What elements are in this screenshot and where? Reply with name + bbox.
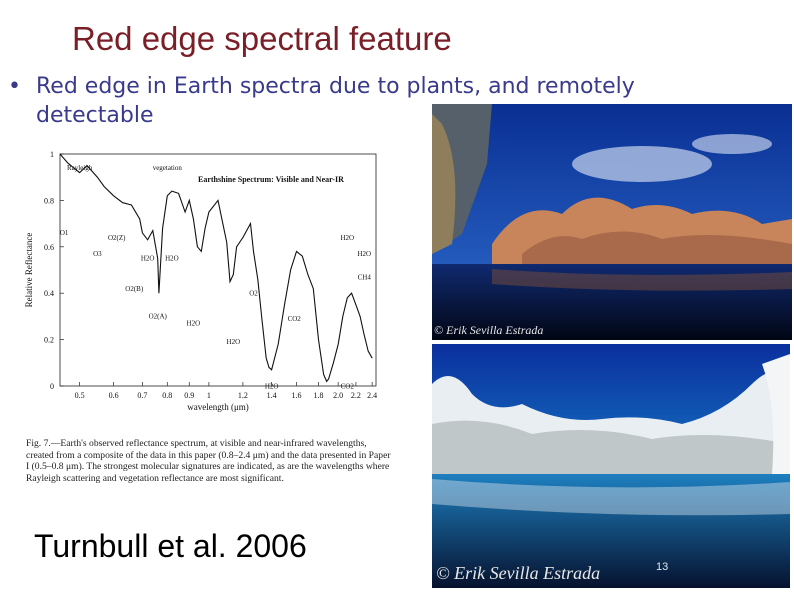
photo-watermark: © Erik Sevilla Estrada	[436, 563, 601, 583]
bullet-marker: •	[8, 74, 21, 99]
x-tick-label: 0.8	[162, 391, 172, 400]
molecular-label: H2O	[141, 255, 155, 263]
molecular-label: H2O	[357, 250, 371, 258]
y-tick-label: 0.6	[44, 243, 54, 252]
x-tick-label: 1.2	[238, 391, 248, 400]
molecular-label: CO2	[341, 382, 355, 390]
x-tick-label: 1.4	[267, 391, 277, 400]
infrared-photo-bottom: © Erik Sevilla Estrada	[432, 344, 790, 588]
x-tick-label: 0.5	[75, 391, 85, 400]
plot-frame	[59, 153, 377, 387]
y-tick-label: 0.8	[44, 196, 54, 205]
bullet-point: • Red edge in Earth spectra due to plant…	[8, 72, 648, 130]
molecular-label: O2(B)	[125, 285, 144, 293]
y-tick-label: 0.4	[44, 289, 54, 298]
spectrum-line	[59, 153, 373, 383]
x-tick-label: 2.0	[333, 391, 343, 400]
photo-watermark: © Erik Sevilla Estrada	[434, 323, 544, 337]
molecular-label: H2O	[340, 234, 354, 242]
slide-title: Red edge spectral feature	[72, 20, 452, 57]
x-tick-label: 0.7	[137, 391, 147, 400]
molecular-label: O2(A)	[149, 313, 168, 321]
molecular-label: vegetation	[153, 164, 183, 172]
x-tick-label: 1.6	[292, 391, 302, 400]
x-tick-label: 1.8	[314, 391, 324, 400]
molecular-label: CO2	[288, 315, 302, 323]
y-axis-label: Relative Reflectance	[24, 233, 34, 308]
molecular-label: H2O	[227, 338, 241, 346]
infrared-photo-top: © Erik Sevilla Estrada	[432, 104, 792, 340]
spectrum-chart: 0.5 0.6 0.7 0.8 0.9 1 1.2 1.4 1.6 1.8 2.0 2.2 2.4 0 0.…	[24, 150, 377, 412]
x-tick-label: 0.9	[184, 391, 194, 400]
page-number: 13	[656, 561, 669, 573]
molecular-label: O3	[93, 250, 102, 258]
y-tick-label: 0	[50, 382, 54, 391]
molecular-label: H2O	[265, 382, 279, 390]
figure-caption: Fig. 7.—Earth's observed reflectance spe…	[26, 438, 391, 484]
molecular-label: H2O	[187, 320, 201, 328]
molecular-label: O1	[60, 229, 69, 237]
x-tick-label: 0.6	[109, 391, 119, 400]
bullet-text: Red edge in Earth spectra due to plants,…	[36, 74, 635, 128]
spectrum-figure: 0.5 0.6 0.7 0.8 0.9 1 1.2 1.4 1.6 1.8 2.0 2.2 2.4 0 0.…	[20, 146, 400, 516]
x-tick-label: 2.4	[367, 391, 377, 400]
x-tick-label: 1	[207, 391, 211, 400]
x-tick-label: 2.2	[351, 391, 361, 400]
x-axis-label: wavelength (μm)	[187, 402, 249, 412]
y-tick-label: 1	[50, 150, 54, 159]
molecular-label: H2O	[165, 255, 179, 263]
citation: Turnbull et al. 2006	[34, 528, 307, 564]
molecular-label: Rayleigh	[67, 164, 93, 172]
chart-title: Earthshine Spectrum: Visible and Near-IR	[198, 175, 344, 184]
y-tick-label: 0.2	[44, 336, 54, 345]
molecular-label: O2	[249, 290, 258, 298]
molecular-label: O2(Z)	[108, 234, 126, 242]
molecular-label: CH4	[358, 273, 372, 281]
